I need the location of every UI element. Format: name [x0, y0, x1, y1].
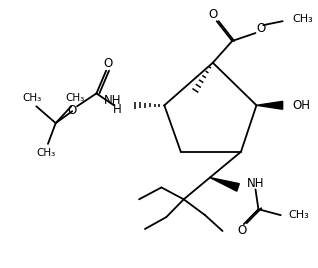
Text: O: O [237, 225, 246, 237]
Text: NH: NH [247, 177, 264, 190]
Text: CH₃: CH₃ [292, 14, 313, 24]
Text: O: O [257, 22, 266, 35]
Text: O: O [208, 8, 218, 21]
Text: CH₃: CH₃ [66, 93, 85, 103]
Text: O: O [103, 57, 113, 70]
Text: NH: NH [104, 94, 122, 107]
Text: CH₃: CH₃ [23, 93, 42, 103]
Text: CH₃: CH₃ [36, 148, 56, 158]
Polygon shape [257, 101, 283, 109]
Text: CH₃: CH₃ [288, 210, 309, 220]
Text: OH: OH [292, 99, 310, 112]
Text: H: H [113, 103, 122, 116]
Polygon shape [210, 177, 239, 191]
Text: O: O [67, 104, 77, 117]
